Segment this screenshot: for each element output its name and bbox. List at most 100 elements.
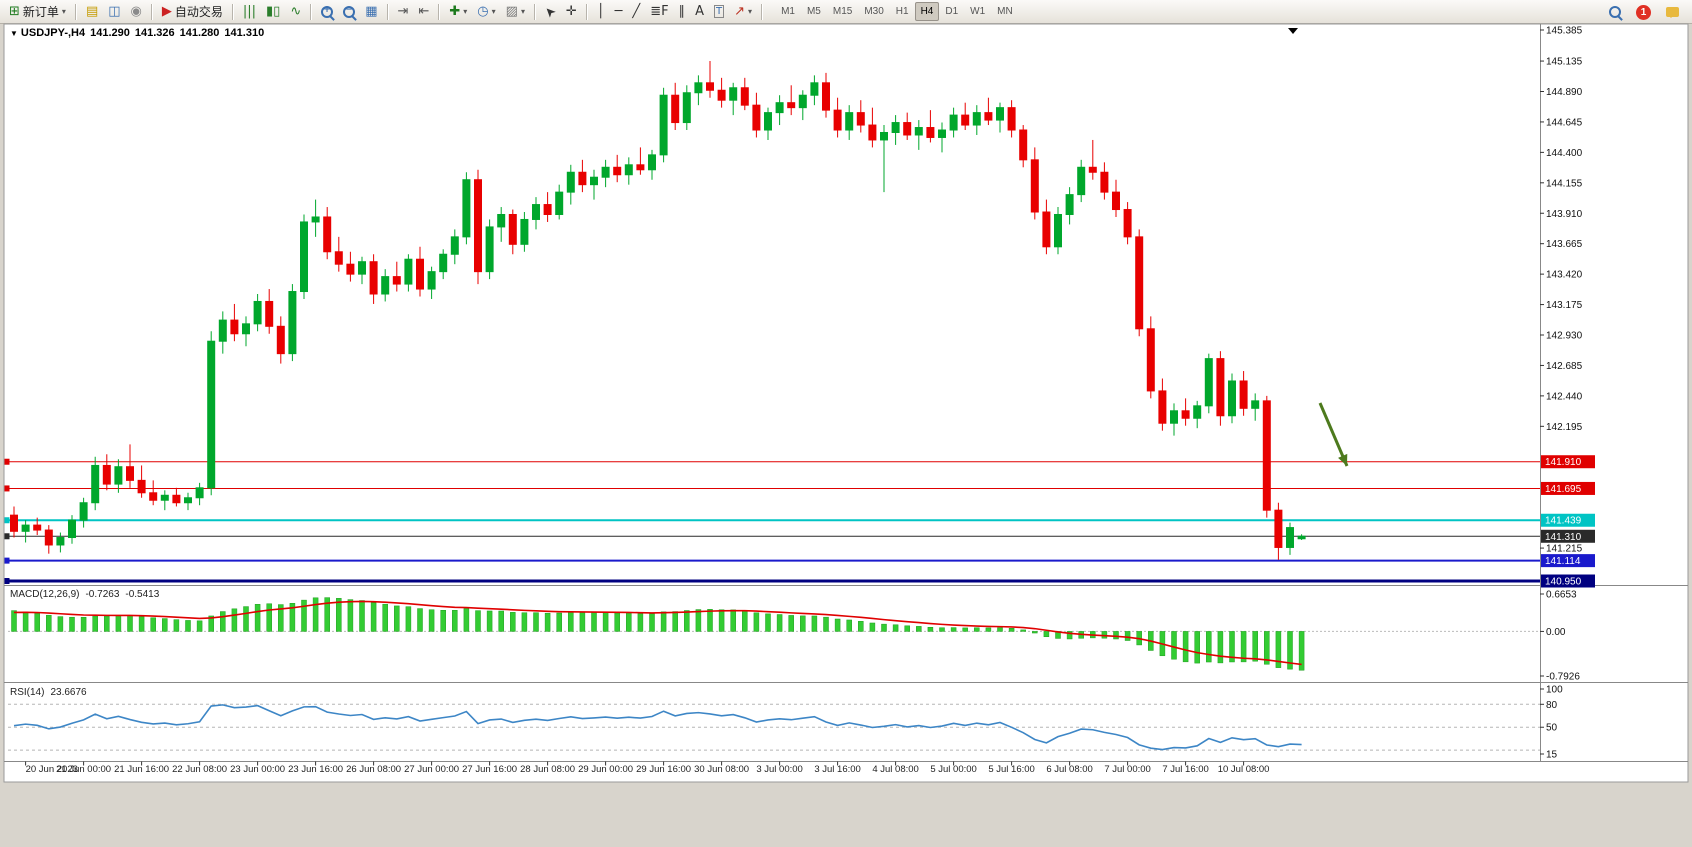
community-button[interactable]: ◉ [126, 1, 147, 23]
data-window-button[interactable]: ◫ [103, 1, 125, 23]
timeframe-h4[interactable]: H4 [914, 2, 940, 21]
price-badge [1541, 574, 1595, 588]
zoom-in-button[interactable]: + [316, 1, 338, 23]
main-toolbar: ⊞ 新订单 ▾ ▤ ◫ ◉ ▶ 自动交易 ||| ▮▯ ∿ + − ▦ ⇥ ⇤ ✚ ▾ ◷ ▾ ▨ ▾ ➤ ✛ │ ─ ╱ ≣F ∥ A T… [0, 0, 1692, 24]
toolbar-group: ➤ ✛ [540, 1, 582, 23]
toolbar-separator [585, 3, 588, 20]
svg-text:4 Jul 08:00: 4 Jul 08:00 [872, 764, 918, 775]
timeframe-h1[interactable]: H1 [895, 6, 909, 17]
annotation-arrow[interactable] [1318, 402, 1349, 467]
chart-header: ▼ USDJPY-,H4 141.290 141.326 141.280 141.310 [10, 27, 269, 39]
autotrading-button[interactable]: ▶ 自动交易 [157, 1, 228, 23]
rsi-value: 23.6676 [50, 687, 87, 698]
chat-button[interactable] [1661, 1, 1684, 23]
timeframe-d1[interactable]: D1 [945, 6, 959, 17]
svg-text:-0.7926: -0.7926 [1546, 672, 1580, 683]
indicators-button[interactable]: ✚ ▾ [444, 1, 472, 23]
rsi-panel: 100 80 50 15 [8, 685, 1563, 761]
svg-text:10 Jul 08:00: 10 Jul 08:00 [1218, 764, 1270, 775]
notifications-badge[interactable]: 1 [1636, 4, 1651, 20]
macd-signal-value: -0.5413 [125, 589, 160, 600]
periods-button[interactable]: ◷ ▾ [472, 1, 500, 23]
text-tool-button[interactable]: A [690, 1, 709, 23]
price-badge [1541, 455, 1595, 469]
ohlc-low: 141.280 [179, 27, 220, 39]
candlestick-mode-button[interactable]: ▮▯ [261, 1, 285, 23]
new-order-icon: ⊞ [9, 4, 20, 19]
svg-text:143.175: 143.175 [1546, 300, 1583, 311]
timeframe-m1[interactable]: M1 [781, 6, 795, 17]
toolbar-separator [533, 3, 536, 20]
crosshair-button[interactable]: ✛ [561, 1, 582, 23]
indicators-caret-icon: ▾ [463, 7, 468, 16]
zoom-out-icon: − [343, 5, 356, 18]
tile-windows-button[interactable]: ▦ [360, 1, 382, 23]
svg-text:29 Jun 16:00: 29 Jun 16:00 [636, 764, 691, 775]
trendline-tool-button[interactable]: ╱ [627, 1, 645, 23]
channel-tool-button[interactable]: ∥ [674, 1, 691, 23]
auto-scroll-icon: ⇥ [397, 4, 409, 19]
svg-text:141.910: 141.910 [1545, 457, 1582, 468]
candles-layer[interactable] [10, 61, 1306, 560]
svg-text:80: 80 [1546, 700, 1558, 711]
bar-chart-mode-button[interactable]: ||| [238, 1, 261, 23]
price-badge [1541, 481, 1595, 495]
arrows-tool-button[interactable]: ↗ ▾ [729, 1, 757, 23]
svg-text:141.439: 141.439 [1545, 516, 1582, 527]
symbol-period: USDJPY-,H4 [20, 27, 86, 39]
svg-text:144.645: 144.645 [1546, 117, 1583, 128]
chart-shift-marker[interactable] [1288, 28, 1298, 34]
chart-shift-icon: ⇤ [418, 4, 430, 19]
timeframe-m5[interactable]: M5 [806, 6, 821, 17]
tile-windows-icon: ▦ [365, 4, 378, 19]
price-badge [1541, 529, 1595, 543]
search-icon [1609, 6, 1621, 18]
market-watch-icon: ▤ [85, 4, 99, 19]
timeframe-mn[interactable]: MN [997, 6, 1013, 17]
svg-text:141.695: 141.695 [1545, 484, 1582, 495]
timeframe-w1[interactable]: W1 [970, 6, 986, 17]
horizontal-line-tool-icon: ─ [614, 4, 623, 19]
zoom-out-button[interactable]: − [338, 1, 360, 23]
vertical-line-tool-button[interactable]: │ [592, 1, 610, 23]
svg-text:144.400: 144.400 [1546, 148, 1583, 159]
search-button[interactable] [1604, 1, 1626, 23]
svg-text:50: 50 [1546, 723, 1558, 734]
periods-caret-icon: ▾ [491, 7, 496, 16]
horizontal-line-tool-button[interactable]: ─ [610, 1, 628, 23]
svg-text:20 Jun 2023: 20 Jun 2023 [26, 764, 78, 775]
level-lines[interactable]: 141.910 141.695 141.439 141.310 141.114 140.9… [4, 455, 1596, 588]
new-order-button[interactable]: ⊞ 新订单 ▾ [4, 1, 71, 23]
svg-text:3 Jul 16:00: 3 Jul 16:00 [814, 764, 860, 775]
chart-shift-button[interactable]: ⇤ [413, 1, 434, 23]
svg-text:141.215: 141.215 [1546, 544, 1583, 555]
svg-text:142.685: 142.685 [1546, 361, 1583, 372]
arrows-tool-icon: ↗ [734, 4, 746, 19]
price-badge [1541, 513, 1595, 527]
data-window-icon: ◫ [108, 4, 121, 19]
autotrading-label: 自动交易 [174, 5, 223, 19]
svg-text:141.114: 141.114 [1545, 556, 1581, 567]
svg-text:21 Jun 16:00: 21 Jun 16:00 [114, 764, 169, 775]
market-watch-button[interactable]: ▤ [81, 1, 103, 23]
timeframe-m15[interactable]: M15 [832, 6, 853, 17]
svg-text:23 Jun 00:00: 23 Jun 00:00 [230, 764, 285, 775]
auto-scroll-button[interactable]: ⇥ [393, 1, 414, 23]
fibonacci-tool-button[interactable]: ≣F [645, 1, 673, 23]
text-label-tool-button[interactable]: T [709, 1, 729, 23]
toolbar-right: 1 [1604, 2, 1684, 22]
new-order-label: 新订单 [22, 5, 59, 19]
channel-tool-icon: ∥ [678, 4, 686, 19]
macd-signal-line [13, 600, 1302, 666]
line-chart-mode-button[interactable]: ∿ [285, 1, 306, 23]
price-axis[interactable]: 145.385 145.135 144.890 144.645 144.400 144.1… [1540, 26, 1583, 555]
chart-collapse-icon[interactable]: ▼ [10, 29, 18, 38]
svg-text:26 Jun 08:00: 26 Jun 08:00 [346, 764, 401, 775]
templates-button[interactable]: ▨ ▾ [501, 1, 530, 23]
timeframe-group: M1 M5 M15 M30 H1 H4 D1 W1 MN [775, 2, 1019, 21]
periods-icon: ◷ [477, 4, 489, 19]
timeframe-m30[interactable]: M30 [864, 6, 884, 17]
